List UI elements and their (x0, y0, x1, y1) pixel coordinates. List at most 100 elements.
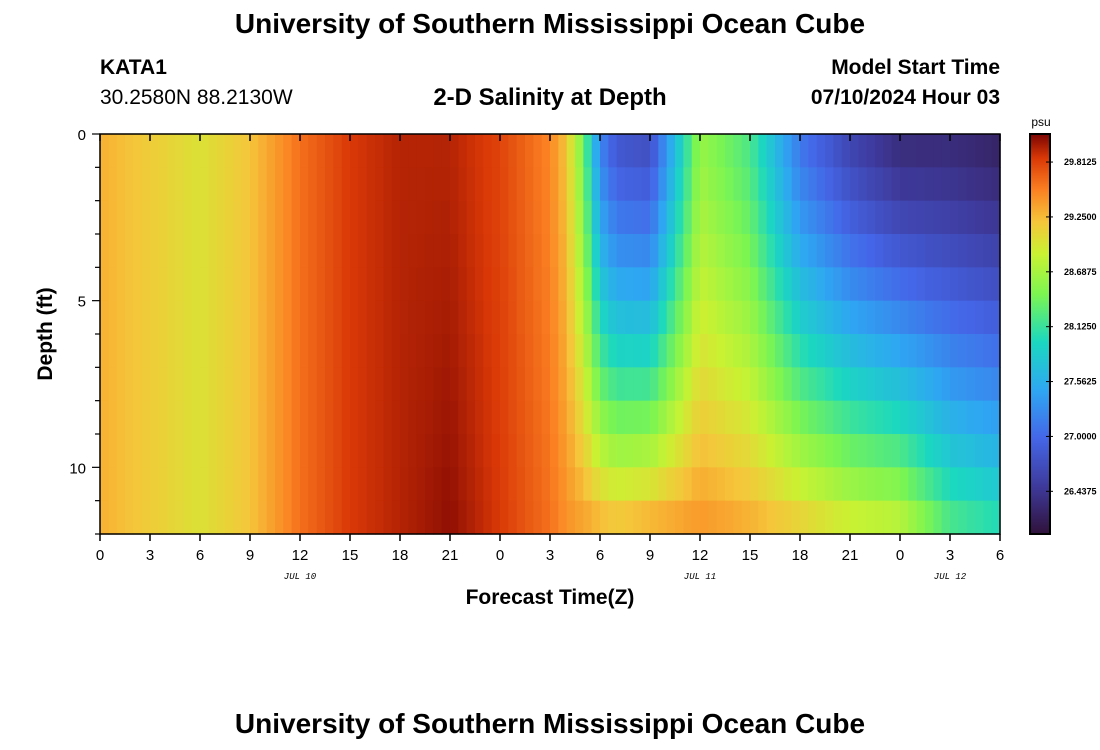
heatmap-cell (858, 467, 868, 502)
heatmap-cell (675, 367, 684, 402)
heatmap-cell (866, 500, 876, 535)
heatmap-cell (558, 134, 568, 168)
heatmap-cell (383, 467, 393, 502)
heatmap-cell (658, 267, 668, 302)
heatmap-cell (841, 300, 851, 335)
heatmap-cell (550, 234, 559, 268)
heatmap-cell (116, 234, 126, 268)
heatmap-cell (258, 334, 268, 368)
heatmap-cell (383, 267, 393, 302)
heatmap-cell (200, 434, 209, 468)
heatmap-cell (841, 167, 851, 202)
heatmap-cell (583, 400, 593, 435)
heatmap-cell (108, 167, 118, 202)
heatmap-cell (916, 334, 926, 368)
heatmap-cell (125, 434, 134, 468)
heatmap-cell (316, 300, 326, 335)
heatmap-cell (175, 334, 184, 368)
heatmap-cell (150, 400, 159, 435)
heatmap-cell (441, 400, 451, 435)
heatmap-cell (116, 267, 126, 302)
heatmap-cell (500, 300, 509, 335)
heatmap-cell (983, 434, 993, 468)
heatmap-cell (275, 334, 284, 368)
heatmap-cell (358, 234, 368, 268)
heatmap-cell (691, 500, 701, 535)
heatmap-cell (691, 300, 701, 335)
heatmap-cell (458, 300, 468, 335)
heatmap-cell (483, 467, 493, 502)
heatmap-cell (983, 400, 993, 435)
heatmap-cell (558, 267, 568, 302)
heatmap-cell (750, 267, 759, 302)
heatmap-cell (316, 134, 326, 168)
heatmap-cell (741, 434, 751, 468)
heatmap-cell (866, 467, 876, 502)
heatmap-cell (100, 334, 109, 368)
heatmap-cell (358, 467, 368, 502)
heatmap-cell (108, 500, 118, 535)
heatmap-cell (575, 267, 584, 302)
heatmap-cell (508, 200, 518, 235)
heatmap-cell (175, 467, 184, 502)
heatmap-cell (683, 434, 693, 468)
heatmap-cell (683, 234, 693, 268)
heatmap-cell (541, 167, 551, 202)
heatmap-cell (208, 267, 218, 302)
heatmap-cell (641, 467, 651, 502)
heatmap-cell (700, 300, 709, 335)
colorbar: psu 29.8125 29.2500 28.6875 28.1250 27.5625 2… (1029, 115, 1097, 535)
heatmap-cell (558, 300, 568, 335)
heatmap-cell (150, 334, 159, 368)
heatmap-cell (991, 234, 1001, 268)
heatmap-cell (958, 200, 968, 235)
heatmap-cell (158, 434, 168, 468)
heatmap-cell (100, 134, 109, 168)
heatmap-cell (208, 167, 218, 202)
heatmap-cell (733, 200, 743, 235)
heatmap-cell (308, 400, 318, 435)
heatmap-cell (216, 367, 226, 402)
heatmap-cell (625, 467, 634, 502)
heatmap-cell (141, 367, 151, 402)
heatmap-cell (258, 467, 268, 502)
heatmap-cell (808, 334, 818, 368)
heatmap-cell (416, 434, 426, 468)
heatmap-cell (241, 267, 251, 302)
heatmap-cell (158, 334, 168, 368)
heatmap-cell (441, 334, 451, 368)
heatmap-cell (150, 200, 159, 235)
heatmap-cell (650, 167, 659, 202)
heatmap-cell (266, 200, 276, 235)
heatmap-cell (533, 200, 543, 235)
colorbar-label: 29.8125 (1064, 157, 1097, 167)
heatmap-cell (875, 267, 884, 302)
heatmap-cell (108, 267, 118, 302)
heatmap-cell (875, 200, 884, 235)
heatmap-cell (808, 200, 818, 235)
heatmap-cell (408, 500, 418, 535)
heatmap-cell (166, 167, 176, 202)
heatmap-cell (133, 500, 143, 535)
heatmap-cell (258, 267, 268, 302)
heatmap-cell (450, 467, 459, 502)
heatmap-cell (200, 300, 209, 335)
heatmap-cell (408, 400, 418, 435)
heatmap-cell (891, 134, 901, 168)
heatmap-cell (233, 134, 243, 168)
heatmap-cell (991, 267, 1001, 302)
heatmap-cell (550, 434, 559, 468)
heatmap-cell (950, 367, 959, 402)
heatmap-cell (650, 234, 659, 268)
heatmap-cell (841, 234, 851, 268)
heatmap-cell (383, 167, 393, 202)
heatmap-cell (100, 234, 109, 268)
heatmap-cell (483, 200, 493, 235)
heatmap-cell (483, 267, 493, 302)
heatmap-cell (591, 334, 601, 368)
heatmap-cell (858, 334, 868, 368)
date-label: JUL 11 (684, 572, 716, 582)
heatmap-cell (141, 467, 151, 502)
heatmap-cell (800, 334, 809, 368)
heatmap-cell (566, 267, 576, 302)
